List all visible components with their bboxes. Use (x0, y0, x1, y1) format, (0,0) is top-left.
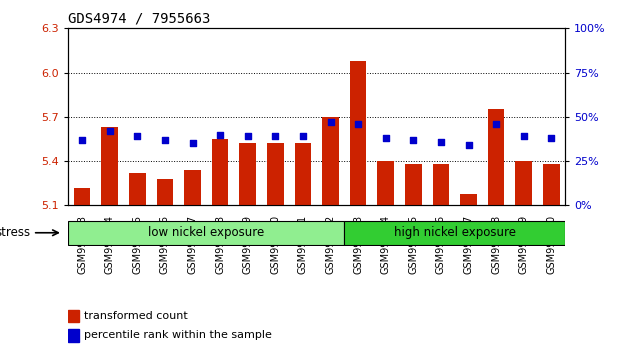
Point (132, 133, 142, 139)
Point (105, 128, 115, 134)
Point (463, 142, 473, 148)
Bar (433, 164, 449, 205)
Bar (543, 164, 560, 205)
Bar (74, 188, 91, 205)
Text: percentile rank within the sample: percentile rank within the sample (84, 330, 272, 341)
Bar (68, 329, 79, 342)
Point (491, 121, 501, 127)
Text: low nickel exposure: low nickel exposure (148, 226, 265, 239)
Bar (322, 117, 339, 205)
Bar (515, 161, 532, 205)
Point (270, 133, 280, 139)
Bar (344, 221, 565, 245)
Point (325, 119, 335, 125)
Point (243, 133, 253, 139)
Bar (212, 139, 229, 205)
Point (381, 135, 391, 141)
Bar (350, 61, 366, 205)
Point (215, 132, 225, 137)
Bar (68, 309, 79, 322)
Point (188, 141, 197, 146)
Bar (68, 221, 344, 245)
Bar (488, 109, 504, 205)
Bar (156, 179, 173, 205)
Text: high nickel exposure: high nickel exposure (394, 226, 515, 239)
Point (77, 137, 87, 143)
Bar (267, 143, 284, 205)
Bar (184, 170, 201, 205)
Text: transformed count: transformed count (84, 311, 188, 321)
Point (436, 139, 446, 144)
Bar (240, 143, 256, 205)
Bar (101, 127, 118, 205)
Point (409, 137, 419, 143)
Point (160, 137, 170, 143)
Bar (378, 161, 394, 205)
Bar (405, 164, 422, 205)
Text: GDS4974 / 7955663: GDS4974 / 7955663 (68, 12, 211, 26)
Text: stress: stress (0, 226, 31, 239)
Point (519, 133, 528, 139)
Bar (460, 194, 477, 205)
Point (353, 121, 363, 127)
Point (546, 135, 556, 141)
Point (298, 133, 308, 139)
Bar (294, 143, 311, 205)
Bar (129, 173, 145, 205)
